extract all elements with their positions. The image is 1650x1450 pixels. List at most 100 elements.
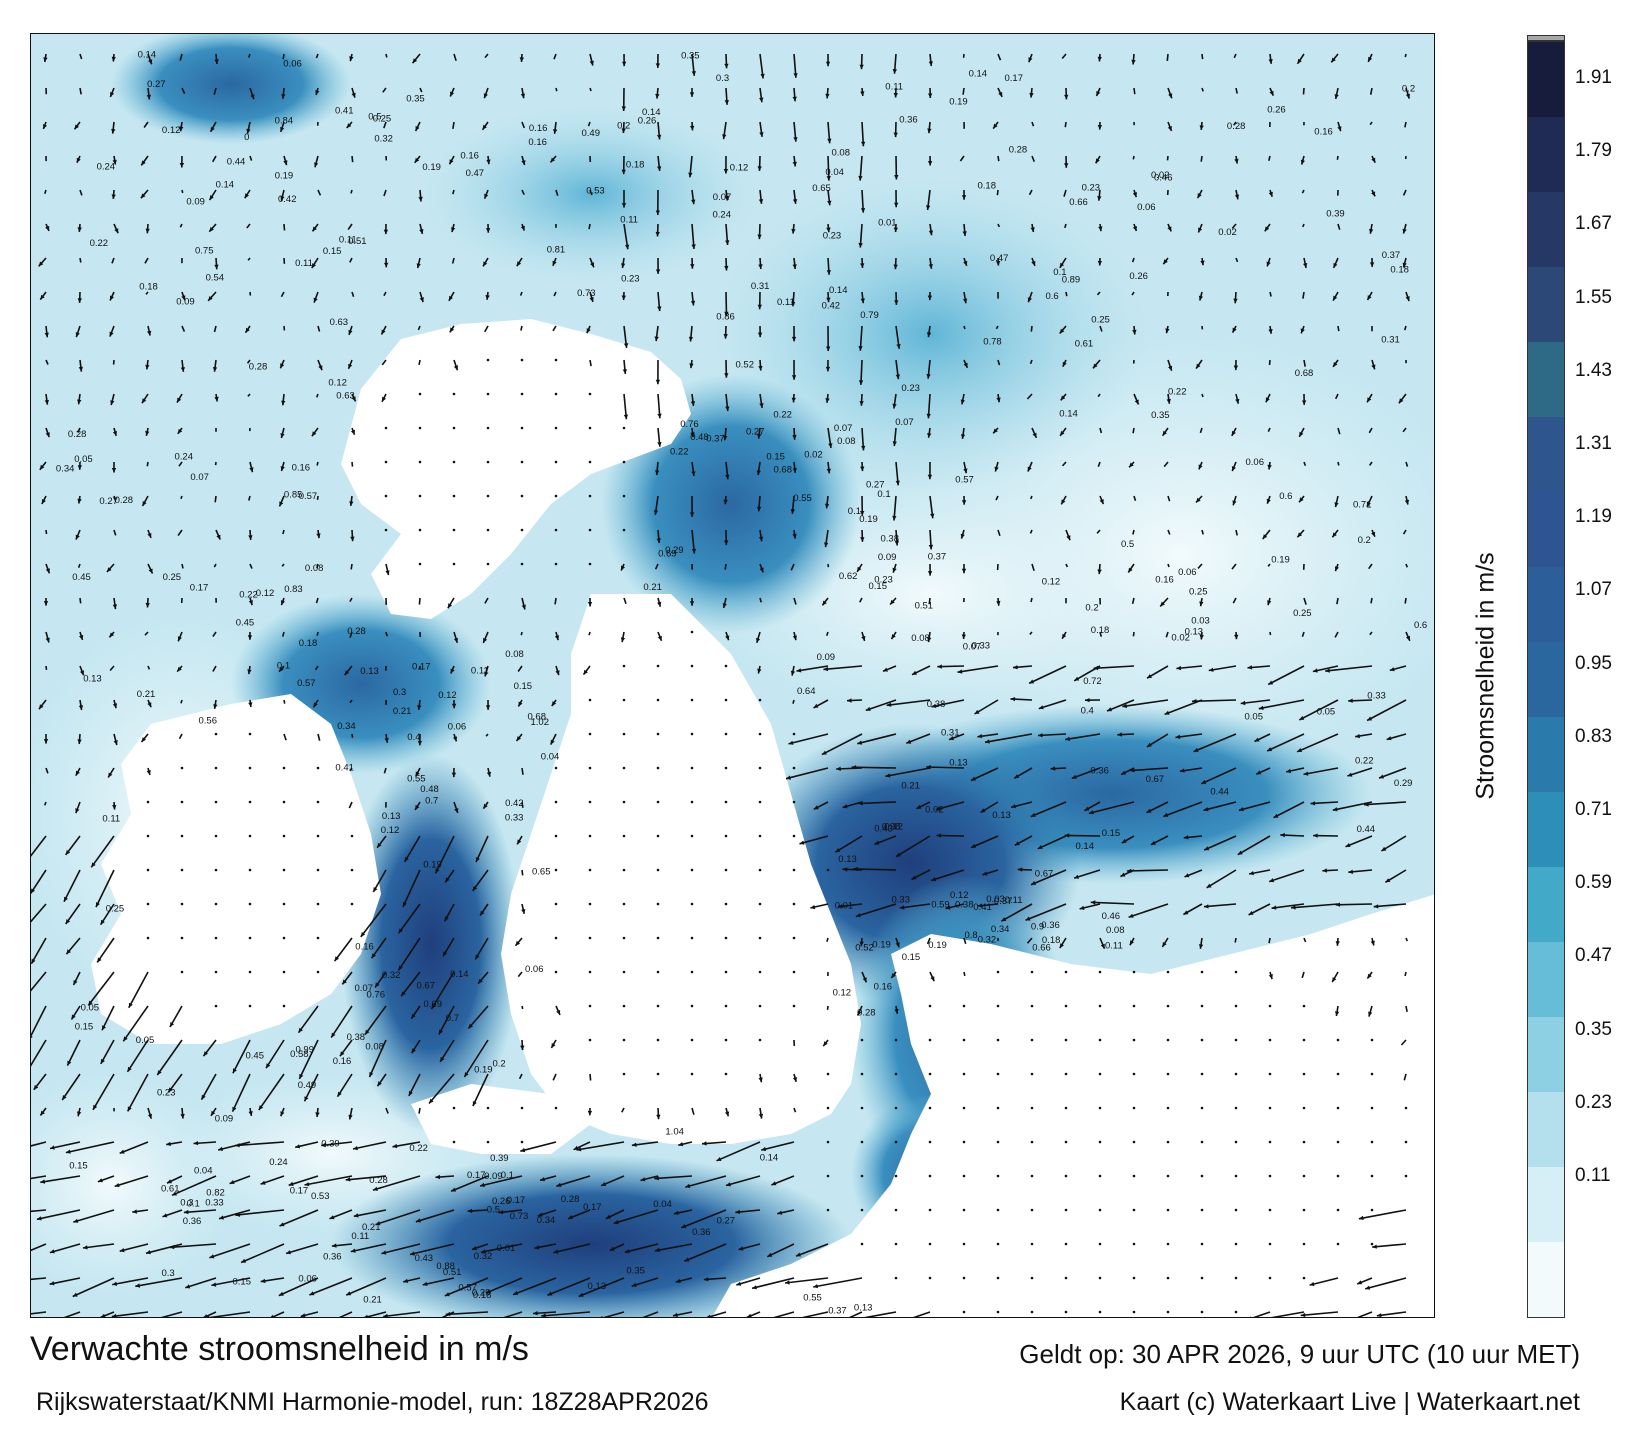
current-arrow-head	[65, 1149, 71, 1154]
current-arrow	[1133, 495, 1137, 502]
current-arrow	[1402, 529, 1407, 535]
current-arrow-head	[793, 137, 798, 142]
grid-dot	[826, 1140, 830, 1144]
current-arrow-head	[1095, 158, 1100, 164]
grid-dot	[588, 970, 592, 974]
grid-dot	[180, 800, 184, 804]
current-arrow-head	[1297, 748, 1303, 752]
grid-dot	[996, 1140, 1000, 1144]
current-arrow	[417, 325, 421, 331]
current-arrow-head	[586, 328, 591, 334]
current-arrow-head	[861, 445, 866, 451]
speed-value-label: 0.41	[973, 902, 992, 913]
colorbar-overflow-cap	[1527, 35, 1565, 41]
current-arrow	[547, 1277, 591, 1296]
grid-dot	[622, 1072, 626, 1076]
current-arrow-head	[724, 265, 729, 271]
speed-value-label: 0.14	[829, 285, 848, 296]
current-arrow-head	[1299, 497, 1304, 503]
grid-dot	[588, 834, 592, 838]
current-arrow-head	[1300, 159, 1305, 165]
current-arrow-head	[418, 196, 423, 202]
current-arrow-head	[885, 773, 891, 778]
current-arrow-head	[311, 431, 317, 437]
current-arrow	[281, 563, 285, 567]
grid-dot	[486, 1106, 490, 1110]
grid-dot	[1166, 1276, 1170, 1280]
current-arrow-head	[45, 568, 50, 574]
speed-value-label: 0.05	[1245, 711, 1264, 722]
current-arrow-head	[351, 92, 356, 98]
current-arrow-head	[930, 513, 935, 519]
map-area[interactable]: 0.19 0.18 0.17 0.16 0.15 0.14 0.12 0.11 0.09 0.08…	[30, 33, 1435, 1318]
current-arrow-head	[377, 1081, 382, 1087]
current-arrow-head	[249, 467, 254, 473]
grid-dot	[690, 766, 694, 770]
speed-value-label: 0.79	[860, 310, 879, 321]
current-arrow-head	[828, 443, 833, 448]
speed-value-label: 0.99	[296, 1045, 315, 1056]
current-arrow-head	[112, 431, 118, 436]
current-arrow-head	[842, 867, 848, 872]
current-arrow-head	[621, 128, 626, 133]
grid-dot	[1132, 1106, 1136, 1110]
current-arrow-head	[516, 736, 521, 741]
current-arrow-head	[1267, 600, 1272, 606]
current-arrow-head	[172, 1191, 177, 1196]
current-arrow-head	[280, 196, 285, 201]
current-arrow	[588, 223, 591, 230]
grid-dot	[656, 1004, 660, 1008]
grid-dot	[554, 902, 558, 906]
speed-value-label: 0.37	[828, 1305, 847, 1316]
current-arrow-head	[1357, 1280, 1363, 1285]
current-arrow	[1037, 835, 1067, 850]
speed-value-label: 0.63	[330, 317, 349, 328]
speed-value-label: 0.15	[869, 581, 888, 592]
current-arrow-head	[77, 399, 82, 405]
grid-dot	[452, 528, 456, 532]
colorbar-gradient	[1527, 41, 1565, 1318]
current-arrow	[31, 1209, 47, 1213]
grid-dot	[1166, 970, 1170, 974]
current-arrow-head	[1204, 846, 1210, 851]
current-arrow-head	[1027, 297, 1032, 303]
speed-value-label: 0.52	[855, 942, 874, 953]
grid-dot	[792, 970, 796, 974]
current-arrow-head	[547, 1291, 553, 1296]
current-arrow-head	[842, 804, 848, 809]
speed-value-label: 0.9	[1031, 922, 1044, 933]
current-arrow-head	[375, 1221, 381, 1226]
current-arrow-head	[73, 1218, 79, 1223]
grid-dot	[384, 460, 388, 464]
grid-dot	[1064, 1276, 1068, 1280]
current-arrow-head	[1398, 398, 1404, 404]
current-arrow-head	[111, 468, 117, 473]
grid-dot	[452, 426, 456, 430]
model-run: Rijkswaterstaat/KNMI Harmonie-model, run…	[36, 1388, 709, 1416]
current-arrow	[1364, 1277, 1407, 1290]
speed-value-label: 0.12	[833, 988, 852, 999]
current-arrow-head	[895, 374, 900, 380]
current-arrow	[183, 1209, 217, 1214]
current-arrow	[383, 291, 387, 297]
current-arrow	[280, 291, 285, 298]
grid-dot	[622, 1038, 626, 1042]
current-arrow	[36, 1209, 81, 1221]
current-arrow-head	[937, 664, 942, 669]
current-arrow-head	[860, 511, 865, 516]
current-arrow-head	[229, 1180, 235, 1184]
current-arrow-head	[1198, 464, 1203, 470]
speed-value-label: 0.66	[1069, 197, 1088, 208]
current-arrow-head	[998, 91, 1003, 97]
grid-dot	[996, 1276, 1000, 1280]
grid-dot	[1302, 1140, 1306, 1144]
colorbar	[1527, 35, 1565, 1318]
current-arrow	[1403, 325, 1407, 331]
current-arrow-head	[813, 703, 819, 708]
current-arrow	[283, 223, 286, 231]
current-arrow	[796, 665, 829, 672]
current-arrow-head	[1167, 226, 1172, 232]
current-arrow	[428, 1073, 455, 1105]
current-arrow	[208, 1311, 251, 1317]
current-arrow-head	[440, 1056, 445, 1062]
